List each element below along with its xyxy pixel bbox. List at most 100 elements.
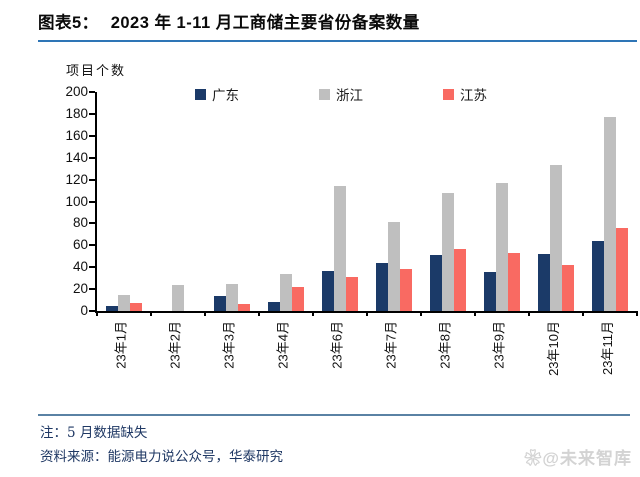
x-axis-labels: 23年1月 23年2月 23年3月 23年4月 23年6月 23年7月 23年8月 23年9月… <box>95 316 635 411</box>
bar-浙江-23年6月 <box>334 186 346 311</box>
y-tick-label: 20 <box>72 281 88 297</box>
watermark-flower-icon: ❀ <box>524 449 543 468</box>
y-axis-labels: 0 20 40 60 80 100 120 140 160 180 200 <box>46 84 88 318</box>
source-text: 资料来源：能源电力说公众号，华泰研究 <box>40 449 283 465</box>
y-tick-mark <box>89 244 95 247</box>
x-tick-mark <box>582 311 584 316</box>
legend-item-浙江: 浙江 <box>319 84 443 104</box>
x-tick-label-cell: 23年4月 <box>257 316 311 411</box>
y-tick-mark <box>89 222 95 225</box>
bar-江苏-23年9月 <box>508 252 520 311</box>
x-tick-mark <box>150 311 152 316</box>
y-tick-label: 100 <box>65 193 88 209</box>
legend-swatch-icon <box>319 88 330 100</box>
y-tick-label: 120 <box>65 171 88 187</box>
x-tick-label-cell: 23年2月 <box>149 316 203 411</box>
x-tick-label: 23年9月 <box>492 321 507 369</box>
y-tick-mark <box>89 266 95 269</box>
bar-浙江-23年4月 <box>280 273 292 311</box>
y-tick-label: 40 <box>72 259 88 275</box>
bar-浙江-23年7月 <box>388 222 400 311</box>
bar-浙江-23年3月 <box>226 283 238 311</box>
x-tick-label: 23年8月 <box>438 321 453 369</box>
plot-area <box>89 91 638 316</box>
bar-浙江-23年9月 <box>496 182 508 311</box>
y-tick-mark <box>89 178 95 181</box>
x-tick-mark <box>420 311 422 316</box>
bar-group <box>367 92 421 311</box>
bar-广东-23年11月 <box>592 240 604 311</box>
x-tick-label-cell: 23年7月 <box>365 316 419 411</box>
bar-广东-23年9月 <box>484 271 496 311</box>
x-tick-label-cell: 23年11月 <box>581 316 635 411</box>
bar-江苏-23年8月 <box>454 248 466 311</box>
y-tick-mark <box>89 288 95 291</box>
legend-swatch-icon <box>443 88 454 100</box>
figure-title: 图表5： 2023 年 1-11 月工商储主要省份备案数量 <box>38 9 637 42</box>
bar-浙江-23年8月 <box>442 192 454 311</box>
legend-swatch-icon <box>195 88 206 100</box>
y-tick-label: 140 <box>65 149 88 165</box>
legend-label: 广东 <box>212 88 239 103</box>
y-tick-label: 180 <box>65 105 88 121</box>
watermark-text: @未来智库 <box>542 449 632 468</box>
figure-title-text: 2023 年 1-11 月工商储主要省份备案数量 <box>110 14 420 32</box>
bar-group <box>97 92 151 311</box>
y-tick-mark <box>89 200 95 203</box>
x-tick-label-cell: 23年9月 <box>473 316 527 411</box>
y-tick-label: 160 <box>65 127 88 143</box>
y-tick-mark <box>89 112 95 115</box>
x-tick-mark <box>204 311 206 316</box>
chart-note: 注：5 月数据缺失 <box>40 425 148 441</box>
x-tick-label-cell: 23年1月 <box>95 316 149 411</box>
legend-label: 江苏 <box>460 88 487 103</box>
chart-legend: 广东 浙江 江苏 <box>195 84 567 104</box>
y-tick-label: 0 <box>80 303 88 318</box>
x-tick-label: 23年1月 <box>114 321 129 369</box>
watermark: ❀@未来智库 <box>524 444 632 469</box>
bar-group <box>529 92 583 311</box>
x-tick-label: 23年7月 <box>384 321 399 369</box>
y-tick-label: 80 <box>72 215 88 231</box>
bar-广东-23年7月 <box>376 262 388 311</box>
bar-浙江-23年1月 <box>118 294 130 311</box>
y-tick-mark <box>89 310 95 312</box>
bar-广东-23年3月 <box>214 295 226 311</box>
bar-江苏-23年1月 <box>130 303 142 311</box>
y-tick-mark <box>89 91 95 93</box>
bar-广东-23年8月 <box>430 255 442 311</box>
bar-group <box>205 92 259 311</box>
legend-label: 浙江 <box>336 88 363 103</box>
bar-group <box>475 92 529 311</box>
bar-group <box>259 92 313 311</box>
x-tick-label-cell: 23年10月 <box>527 316 581 411</box>
bar-浙江-23年10月 <box>550 165 562 311</box>
x-tick-label-cell: 23年3月 <box>203 316 257 411</box>
x-tick-mark <box>366 311 368 316</box>
bar-groups <box>97 92 637 311</box>
x-tick-mark <box>96 311 98 316</box>
x-tick-label: 23年3月 <box>222 321 237 369</box>
x-tick-label: 23年4月 <box>276 321 291 369</box>
bar-江苏-23年10月 <box>562 265 574 311</box>
x-tick-label-cell: 23年6月 <box>311 316 365 411</box>
bar-广东-23年4月 <box>268 302 280 311</box>
bar-group <box>583 92 637 311</box>
bar-江苏-23年3月 <box>238 304 250 311</box>
x-tick-mark <box>528 311 530 316</box>
bar-group <box>313 92 367 311</box>
footer-divider <box>38 414 630 416</box>
x-tick-label-cell: 23年8月 <box>419 316 473 411</box>
bar-广东-23年1月 <box>106 305 118 311</box>
bar-江苏-23年4月 <box>292 286 304 311</box>
figure-number-label: 图表5： <box>38 14 99 32</box>
bar-group <box>421 92 475 311</box>
y-tick-label: 200 <box>65 84 88 99</box>
bar-江苏-23年7月 <box>400 269 412 311</box>
x-tick-mark <box>312 311 314 316</box>
bar-group <box>151 92 205 311</box>
bar-江苏-23年11月 <box>616 227 628 311</box>
y-tick-mark <box>89 156 95 159</box>
bar-浙江-23年2月 <box>172 284 184 311</box>
x-tick-mark <box>636 311 638 316</box>
